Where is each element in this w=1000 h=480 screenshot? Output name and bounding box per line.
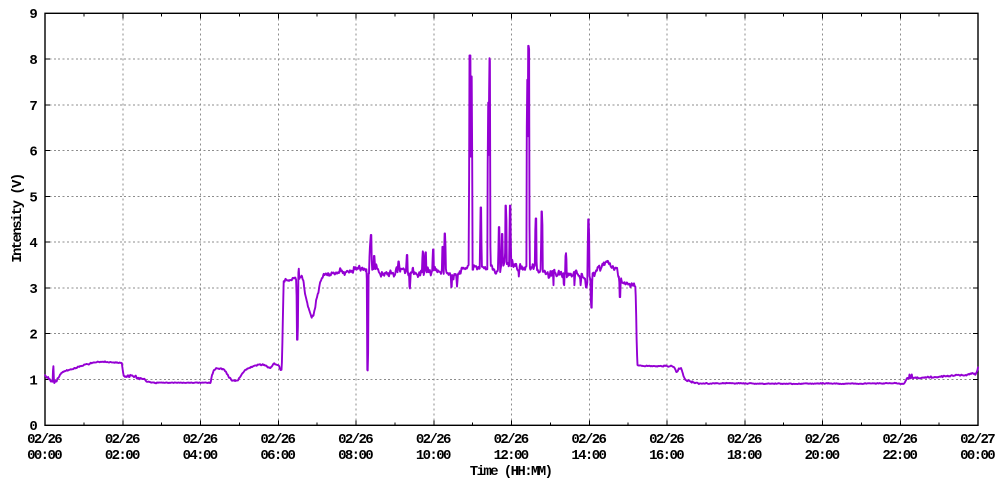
svg-text:9: 9: [29, 7, 37, 23]
svg-text:02/27: 02/27: [960, 432, 995, 448]
svg-text:02/26: 02/26: [571, 432, 606, 448]
svg-text:08:00: 08:00: [338, 448, 373, 464]
svg-text:02/26: 02/26: [416, 432, 451, 448]
svg-text:Time (HH:MM): Time (HH:MM): [470, 464, 552, 480]
svg-text:22:00: 22:00: [882, 448, 917, 464]
svg-text:02/26: 02/26: [805, 432, 840, 448]
svg-text:02/26: 02/26: [882, 432, 917, 448]
svg-text:10:00: 10:00: [416, 448, 451, 464]
svg-text:02/26: 02/26: [727, 432, 762, 448]
svg-text:14:00: 14:00: [571, 448, 606, 464]
svg-text:06:00: 06:00: [260, 448, 295, 464]
svg-text:0: 0: [29, 419, 37, 435]
svg-text:00:00: 00:00: [27, 448, 62, 464]
svg-text:7: 7: [29, 99, 37, 115]
svg-text:4: 4: [29, 236, 37, 252]
svg-text:5: 5: [29, 190, 37, 206]
svg-text:8: 8: [29, 53, 37, 69]
svg-text:02/26: 02/26: [183, 432, 218, 448]
svg-text:3: 3: [29, 282, 37, 298]
svg-text:02:00: 02:00: [105, 448, 140, 464]
svg-text:2: 2: [29, 328, 37, 344]
svg-text:02/26: 02/26: [338, 432, 373, 448]
svg-text:04:00: 04:00: [183, 448, 218, 464]
svg-text:02/26: 02/26: [260, 432, 295, 448]
svg-text:02/26: 02/26: [649, 432, 684, 448]
svg-text:Intensity (V): Intensity (V): [10, 174, 26, 263]
svg-text:18:00: 18:00: [727, 448, 762, 464]
svg-text:6: 6: [29, 145, 37, 161]
svg-text:02/26: 02/26: [27, 432, 62, 448]
svg-text:16:00: 16:00: [649, 448, 684, 464]
svg-text:00:00: 00:00: [960, 448, 995, 464]
svg-text:12:00: 12:00: [494, 448, 529, 464]
svg-text:1: 1: [29, 373, 37, 389]
svg-text:20:00: 20:00: [805, 448, 840, 464]
svg-text:02/26: 02/26: [494, 432, 529, 448]
svg-text:02/26: 02/26: [105, 432, 140, 448]
